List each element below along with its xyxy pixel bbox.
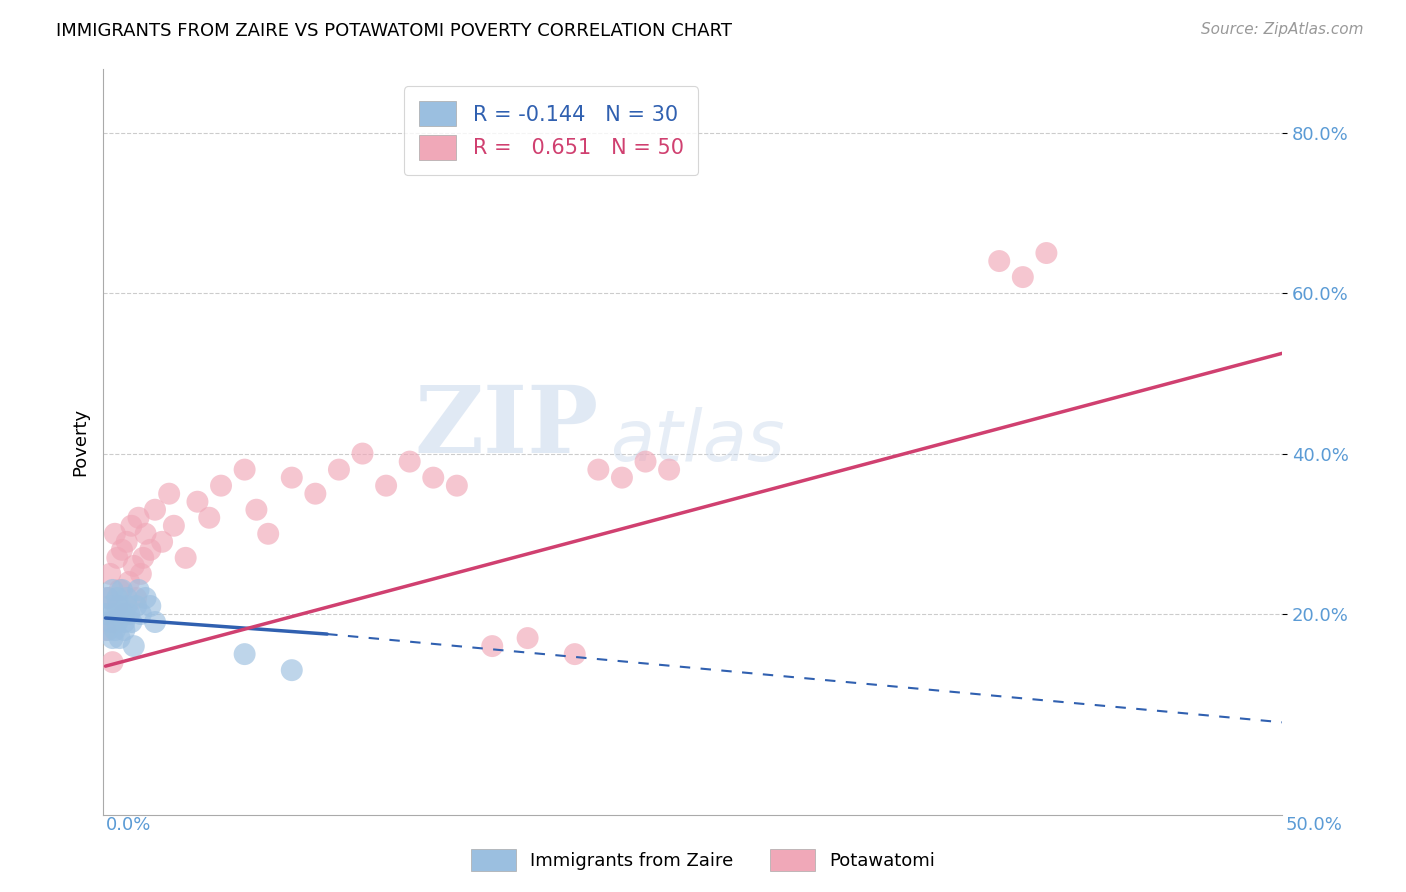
Text: 50.0%: 50.0% (1286, 816, 1343, 834)
Point (101, 582, 124, 597)
Point (97, 591, 120, 605)
Point (209, 478, 232, 492)
Point (129, 566, 152, 581)
Point (104, 607, 127, 621)
Text: ZIP: ZIP (415, 382, 599, 472)
Legend: Immigrants from Zaire, Potawatomi: Immigrants from Zaire, Potawatomi (464, 842, 942, 879)
Point (94, 623, 117, 637)
Point (163, 518, 186, 533)
Point (143, 615, 166, 629)
Point (104, 526, 127, 541)
Point (111, 542, 134, 557)
Point (233, 462, 256, 476)
Point (129, 607, 152, 621)
Point (422, 470, 444, 484)
Point (120, 615, 142, 629)
Point (112, 607, 135, 621)
Point (115, 599, 138, 613)
Point (481, 639, 503, 653)
Point (118, 607, 141, 621)
Point (104, 623, 127, 637)
Point (198, 510, 221, 524)
Point (98, 599, 121, 613)
Point (105, 550, 128, 565)
Point (108, 631, 131, 645)
Point (108, 582, 131, 597)
Point (281, 470, 304, 484)
Point (94, 607, 117, 621)
Point (281, 663, 304, 677)
Point (105, 599, 128, 613)
Text: Source: ZipAtlas.com: Source: ZipAtlas.com (1201, 22, 1364, 37)
Point (98, 566, 121, 581)
Point (112, 615, 135, 629)
Point (564, 647, 586, 661)
Point (101, 615, 124, 629)
Point (1035, 246, 1057, 260)
Point (132, 550, 155, 565)
Point (245, 502, 267, 516)
Point (1011, 270, 1033, 285)
Point (988, 254, 1011, 268)
Point (233, 647, 256, 661)
Point (128, 510, 150, 524)
Point (328, 462, 350, 476)
Point (108, 599, 131, 613)
Point (115, 534, 138, 549)
Point (352, 446, 374, 460)
Point (139, 542, 162, 557)
Point (516, 631, 538, 645)
Point (186, 494, 208, 508)
Point (101, 631, 124, 645)
Point (97, 591, 120, 605)
Point (125, 599, 148, 613)
Point (111, 607, 134, 621)
Text: 0.0%: 0.0% (105, 816, 150, 834)
Point (375, 478, 398, 492)
Point (120, 518, 142, 533)
Point (143, 502, 166, 516)
Point (174, 550, 197, 565)
Point (125, 591, 148, 605)
Point (446, 478, 468, 492)
Point (634, 454, 657, 468)
Point (588, 462, 610, 476)
Point (98, 615, 121, 629)
Y-axis label: Poverty: Poverty (72, 408, 89, 475)
Point (139, 599, 162, 613)
Point (112, 623, 135, 637)
Point (115, 591, 138, 605)
Point (122, 639, 145, 653)
Point (118, 574, 141, 589)
Point (304, 486, 326, 500)
Point (135, 526, 157, 541)
Point (111, 582, 134, 597)
Point (150, 534, 173, 549)
Point (101, 655, 124, 669)
Point (257, 526, 280, 541)
Point (610, 470, 633, 484)
Point (128, 582, 150, 597)
Point (398, 454, 420, 468)
Legend: R = -0.144   N = 30, R =   0.651   N = 50: R = -0.144 N = 30, R = 0.651 N = 50 (404, 87, 699, 175)
Point (135, 591, 157, 605)
Point (105, 615, 128, 629)
Point (157, 486, 180, 500)
Text: IMMIGRANTS FROM ZAIRE VS POTAWATOMI POVERTY CORRELATION CHART: IMMIGRANTS FROM ZAIRE VS POTAWATOMI POVE… (56, 22, 733, 40)
Point (658, 462, 681, 476)
Text: atlas: atlas (610, 407, 785, 476)
Point (105, 591, 128, 605)
Point (122, 558, 145, 573)
Point (97, 623, 120, 637)
